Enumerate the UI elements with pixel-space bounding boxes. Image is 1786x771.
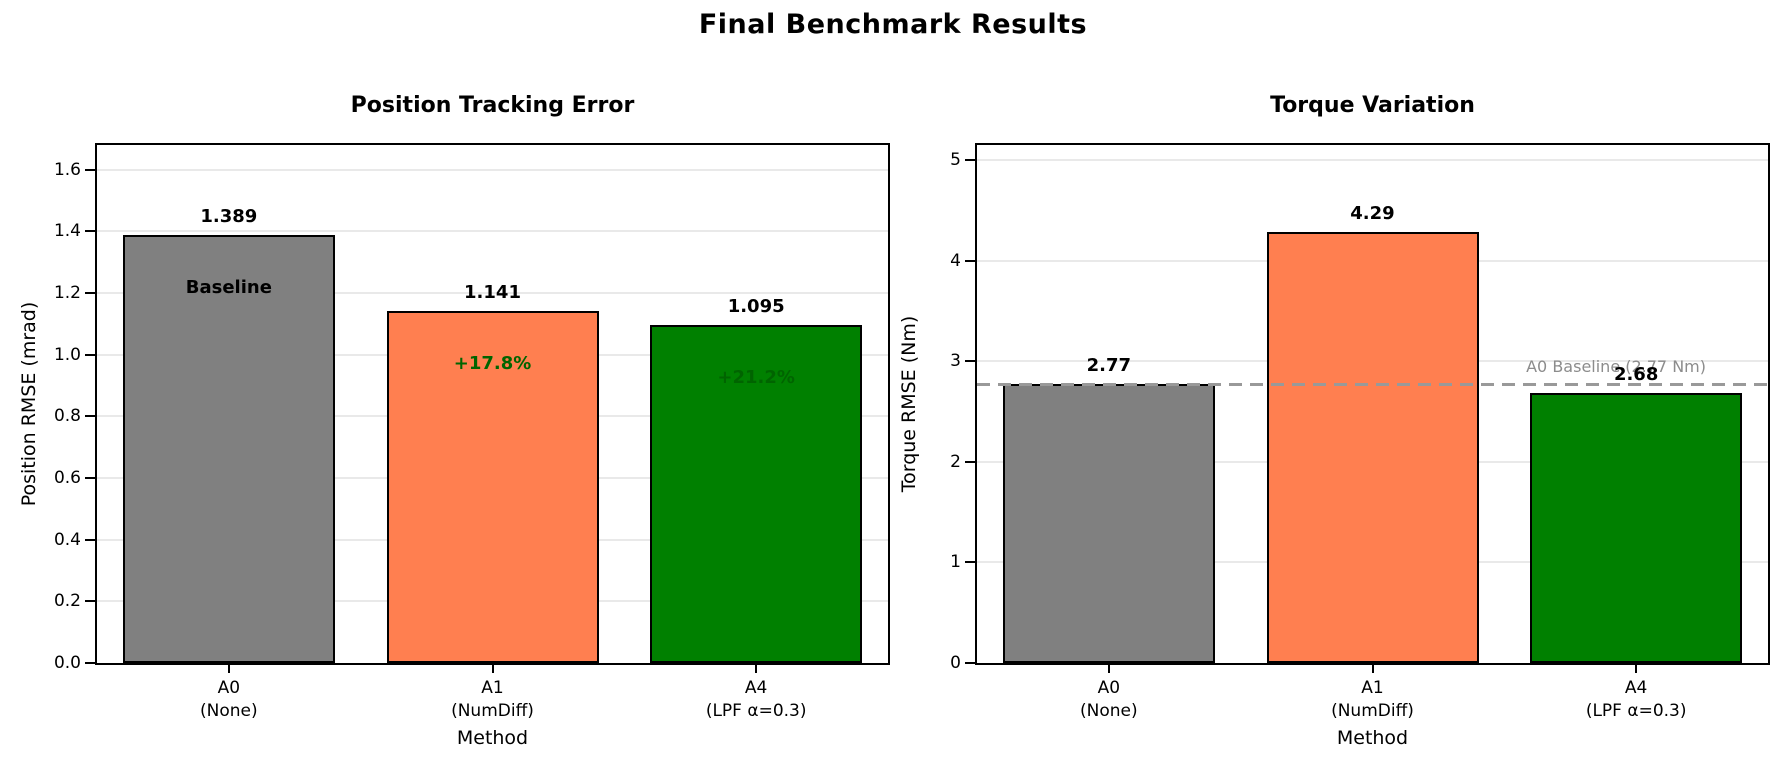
bar-inside-label: +17.8%	[453, 353, 532, 375]
right-x-axis-label: Method	[1336, 727, 1409, 749]
y-tick-mark	[85, 168, 95, 171]
y-tick-mark	[85, 538, 95, 541]
left-plot-area: 0.0 0.2 0.4 0.6 0.8 1.0 1.2 1.4 1.6 1.389 Baseline…	[54, 143, 890, 721]
figure-title: Final Benchmark Results	[698, 9, 1088, 40]
y-tick-label: 2	[950, 451, 961, 472]
y-tick-label: 1.2	[53, 283, 81, 303]
y-tick-label: 0.8	[53, 406, 81, 427]
x-tick-mark	[1107, 665, 1110, 673]
baseline-annotation: A0 Baseline (2.77 Nm)	[1526, 357, 1706, 377]
y-tick-label: 0.2	[53, 591, 81, 612]
bar-value-label: 1.095	[727, 296, 785, 318]
left-chart-title: Position Tracking Error	[350, 93, 635, 118]
y-tick-label: 1.0	[53, 344, 81, 365]
y-tick-label: 1.4	[53, 221, 81, 242]
bar-value-label: 2.77	[1086, 355, 1132, 377]
y-tick-mark	[85, 230, 95, 233]
bar-value-label: 4.29	[1350, 202, 1395, 224]
gridline	[977, 159, 1768, 162]
x-tick-label: A1 (NumDiff)	[1223, 677, 1523, 723]
y-tick-label: 4	[950, 250, 961, 271]
x-tick-mark	[755, 665, 758, 673]
right-plot-area: 0 1 2 3 4 5 2.77 A0 (None) 4.29 A1 (NumDiff) 2.68 A4 (…	[950, 143, 1770, 721]
y-tick-mark	[85, 600, 95, 603]
y-tick-mark	[85, 415, 95, 418]
x-tick-label-line: A4	[744, 678, 768, 698]
x-tick-mark	[491, 665, 494, 673]
bar-inside-label: +21.2%	[717, 367, 795, 389]
x-tick-label: A4 (LPF α=0.3)	[606, 677, 906, 723]
x-tick-label-line: (NumDiff)	[451, 701, 534, 721]
x-tick-mark	[227, 665, 230, 673]
gridline	[97, 230, 888, 233]
baseline-dashed-line	[977, 383, 1768, 387]
y-tick-label: 0.0	[53, 653, 81, 673]
x-tick-label: A0 (None)	[79, 677, 379, 723]
x-tick-label: A1 (NumDiff)	[343, 677, 643, 723]
y-tick-mark	[85, 353, 95, 356]
y-tick-label: 1	[950, 552, 961, 573]
y-tick-mark	[965, 360, 975, 363]
y-tick-label: 0.6	[53, 468, 81, 488]
bar-value-label: 2.68	[1613, 364, 1659, 386]
gridline	[97, 168, 888, 171]
y-tick-label: 1.6	[53, 159, 81, 180]
y-tick-mark	[965, 259, 975, 262]
x-tick-label: A0 (None)	[959, 677, 1259, 723]
y-tick-label: 5	[950, 150, 961, 171]
bar-a4	[1530, 393, 1743, 663]
x-tick-label-line: A1	[481, 678, 504, 698]
x-tick-mark	[1635, 665, 1638, 673]
y-tick-mark	[965, 460, 975, 463]
bar-inside-label: Baseline	[185, 276, 272, 298]
x-tick-label-line: A0	[217, 678, 241, 698]
y-tick-mark	[965, 159, 975, 162]
x-tick-label-line: A0	[1097, 678, 1121, 698]
left-y-axis-label: Position RMSE (mrad)	[18, 301, 40, 507]
x-tick-label: A4 (LPF α=0.3)	[1486, 677, 1786, 723]
x-tick-label-line: A1	[1361, 678, 1384, 698]
bar-a0	[122, 234, 335, 663]
x-tick-label-line: (None)	[1080, 701, 1138, 721]
y-tick-label: 3	[950, 351, 961, 372]
y-tick-mark	[85, 662, 95, 664]
x-tick-label-line: (LPF α=0.3)	[705, 701, 807, 721]
x-tick-label-line: (None)	[200, 701, 258, 721]
y-tick-mark	[85, 292, 95, 294]
x-tick-mark	[1371, 665, 1374, 673]
y-tick-mark	[965, 561, 975, 564]
y-tick-mark	[85, 477, 95, 479]
right-chart-title: Torque Variation	[1270, 93, 1475, 118]
left-x-axis-label: Method	[456, 727, 529, 749]
bar-a1	[386, 311, 599, 663]
bar-a4	[650, 325, 863, 663]
x-tick-label-line: (NumDiff)	[1331, 701, 1414, 721]
y-tick-mark	[965, 662, 975, 664]
x-tick-label-line: A4	[1624, 678, 1648, 698]
bar-value-label: 1.389	[200, 205, 258, 227]
y-tick-label: 0	[950, 653, 961, 673]
bar-value-label: 1.141	[464, 282, 521, 304]
x-tick-label-line: (LPF α=0.3)	[1585, 701, 1687, 721]
bar-a1	[1266, 231, 1479, 663]
y-tick-label: 0.4	[53, 529, 81, 550]
bar-a0	[1002, 384, 1215, 663]
gridline	[97, 292, 888, 294]
